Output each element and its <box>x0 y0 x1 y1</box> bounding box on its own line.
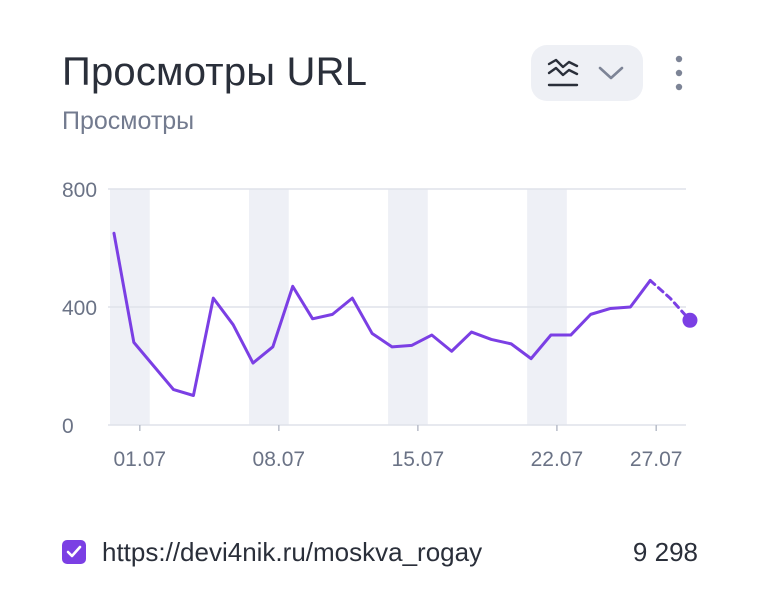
legend-checkbox[interactable] <box>62 540 86 564</box>
series-line <box>112 231 652 397</box>
check-icon <box>66 545 82 558</box>
y-tick-label: 400 <box>62 297 97 320</box>
x-tick-label: 01.07 <box>114 448 167 471</box>
legend-total-value: 9 298 <box>632 537 698 567</box>
more-menu-button[interactable] <box>664 53 694 93</box>
y-tick-label: 0 <box>62 415 74 438</box>
x-tick-label: 27.07 <box>630 448 683 471</box>
chart-lines-icon <box>547 58 579 93</box>
x-tick-label: 22.07 <box>531 448 584 471</box>
line-chart: 0 400 800 01.07 08.07 15.07 22.07 27.07 <box>62 179 698 471</box>
more-vertical-icon <box>664 55 694 97</box>
chart-title: Просмотры URL <box>62 50 368 94</box>
chart-type-dropdown-button[interactable] <box>531 45 643 101</box>
y-tick-label: 800 <box>62 179 97 202</box>
x-tick-label: 08.07 <box>253 448 306 471</box>
chart-subtitle: Просмотры <box>62 107 195 135</box>
legend-label: https://devi4nik.ru/moskva_rogay <box>102 537 483 567</box>
legend-item[interactable]: https://devi4nik.ru/moskva_rogay 9 298 <box>62 534 702 570</box>
series-line-forecast <box>648 278 692 322</box>
last-point-marker <box>682 312 698 328</box>
x-tick-label: 15.07 <box>392 448 445 471</box>
chevron-down-icon <box>597 62 625 89</box>
